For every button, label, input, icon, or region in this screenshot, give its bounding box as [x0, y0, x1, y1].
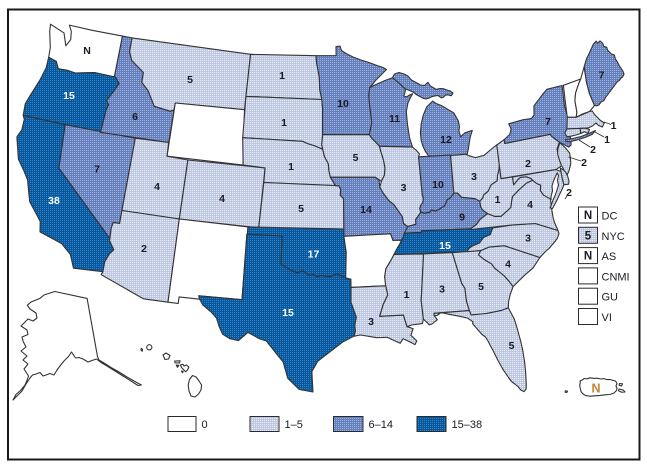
svg-text:3: 3 — [525, 233, 531, 245]
svg-text:15: 15 — [282, 307, 294, 319]
svg-text:15: 15 — [63, 90, 75, 102]
svg-text:1: 1 — [611, 120, 617, 132]
svg-text:2: 2 — [141, 243, 147, 255]
svg-text:2: 2 — [590, 144, 596, 156]
svg-text:15–38: 15–38 — [452, 419, 483, 431]
svg-text:6: 6 — [132, 111, 138, 123]
svg-text:CNMI: CNMI — [602, 271, 630, 283]
svg-text:5: 5 — [478, 281, 484, 293]
svg-text:9: 9 — [459, 212, 465, 224]
svg-text:AS: AS — [602, 251, 617, 263]
svg-text:5: 5 — [585, 230, 592, 242]
svg-text:N: N — [584, 210, 592, 222]
svg-text:2: 2 — [525, 158, 531, 170]
svg-text:5: 5 — [187, 74, 193, 86]
svg-text:1: 1 — [281, 117, 287, 129]
svg-text:2: 2 — [566, 187, 572, 199]
svg-text:3: 3 — [401, 182, 407, 194]
svg-text:1: 1 — [404, 289, 410, 301]
svg-text:7: 7 — [545, 116, 551, 128]
svg-text:4: 4 — [505, 259, 511, 271]
svg-text:1: 1 — [604, 134, 610, 146]
svg-text:3: 3 — [471, 171, 477, 183]
svg-text:4: 4 — [219, 193, 225, 205]
svg-text:0: 0 — [202, 419, 208, 431]
svg-text:12: 12 — [440, 134, 452, 146]
svg-text:15: 15 — [439, 240, 451, 252]
svg-text:GU: GU — [602, 292, 619, 304]
svg-text:N: N — [584, 251, 592, 263]
svg-text:VI: VI — [602, 312, 612, 324]
svg-text:2: 2 — [581, 157, 587, 169]
svg-text:10: 10 — [337, 98, 349, 110]
svg-text:7: 7 — [94, 164, 100, 176]
svg-text:38: 38 — [48, 195, 60, 207]
svg-text:4: 4 — [527, 199, 533, 211]
svg-text:1: 1 — [288, 161, 294, 173]
svg-text:3: 3 — [368, 316, 374, 328]
svg-text:10: 10 — [432, 179, 444, 191]
svg-text:NYC: NYC — [602, 231, 625, 243]
svg-text:1: 1 — [495, 194, 501, 206]
svg-text:DC: DC — [602, 211, 618, 223]
svg-text:1–5: 1–5 — [285, 419, 303, 431]
svg-text:14: 14 — [360, 204, 372, 216]
svg-text:5: 5 — [298, 203, 304, 215]
svg-text:5: 5 — [353, 152, 359, 164]
svg-text:4: 4 — [154, 181, 160, 193]
svg-text:17: 17 — [308, 249, 320, 261]
svg-text:6–14: 6–14 — [369, 419, 393, 431]
svg-text:3: 3 — [439, 284, 445, 296]
svg-text:1: 1 — [279, 70, 285, 82]
svg-text:N: N — [591, 382, 600, 396]
svg-text:11: 11 — [389, 113, 400, 125]
svg-text:N: N — [83, 45, 91, 57]
svg-text:5: 5 — [509, 340, 515, 352]
svg-text:7: 7 — [599, 70, 605, 82]
